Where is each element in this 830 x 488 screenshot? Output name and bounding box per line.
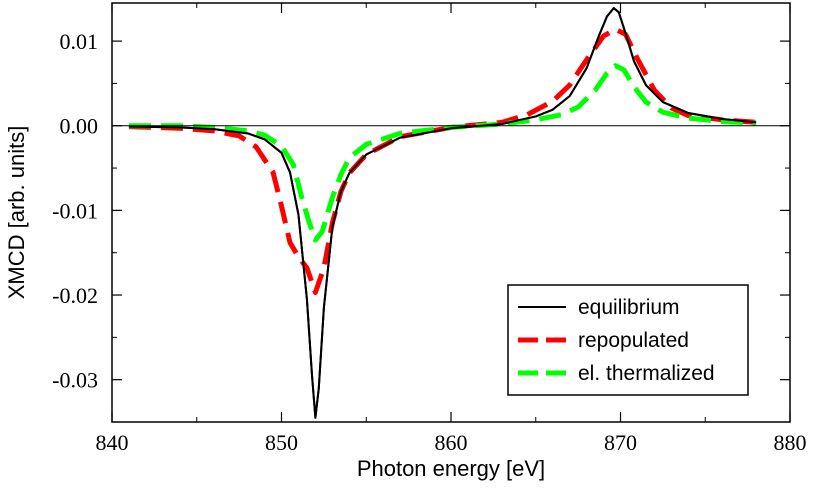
y-tick-label: -0.01 (52, 198, 98, 223)
series-line-equilibrium-overlay (128, 7, 757, 419)
series-line-el-thermalized (128, 63, 757, 243)
tick-layer: 840 850 860 870 880 0.01 0.00 -0.01 -0.02 -0.03 (52, 3, 807, 455)
legend-label: el. thermalized (578, 362, 715, 385)
y-tick-label: 0.00 (60, 114, 99, 139)
legend: equilibrium repopulated el. thermalized (507, 284, 749, 396)
x-axis-label: Photon energy [eV] (357, 456, 545, 481)
y-axis-label: XMCD [arb. units] (4, 126, 29, 300)
y-tick-label: -0.03 (52, 368, 98, 393)
series-layer (128, 7, 757, 419)
x-tick-label: 860 (435, 430, 468, 455)
y-tick-label: -0.02 (52, 283, 98, 308)
legend-label: equilibrium (578, 296, 680, 319)
legend-label: repopulated (578, 329, 689, 352)
x-tick-label: 850 (265, 430, 298, 455)
series-line-repopulated (128, 26, 757, 295)
x-tick-label: 880 (774, 430, 807, 455)
y-tick-label: 0.01 (60, 29, 99, 54)
x-tick-label: 840 (96, 430, 129, 455)
x-tick-label: 870 (604, 430, 637, 455)
